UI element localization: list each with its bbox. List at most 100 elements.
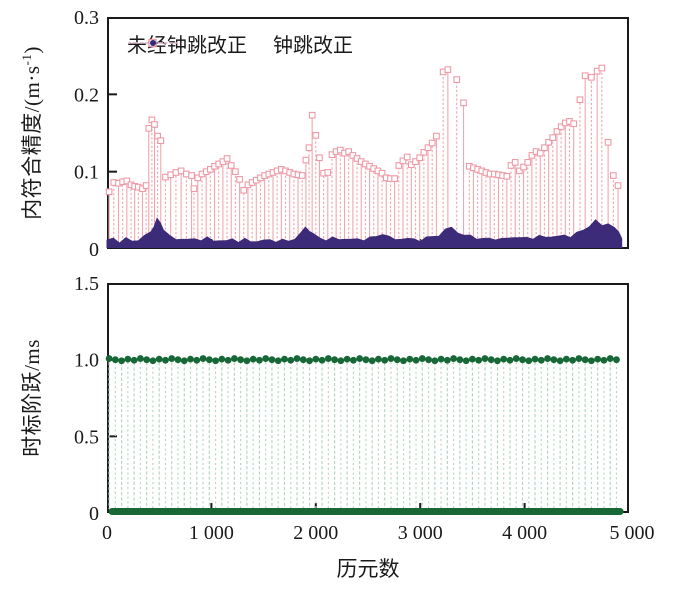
timestep-dot xyxy=(606,355,614,362)
uncorrected-square-marker xyxy=(420,148,428,156)
timestep-dot xyxy=(418,355,426,362)
uncorrected-square-marker xyxy=(227,162,235,169)
timestep-dot xyxy=(569,356,577,364)
timestep-dot xyxy=(537,356,545,364)
timestep-dot xyxy=(487,356,495,364)
uncorrected-square-marker xyxy=(453,76,461,83)
timestep-dot xyxy=(400,357,407,365)
timestep-dot xyxy=(143,356,151,364)
timestep-dot xyxy=(494,357,501,365)
x-tick-label: 0 xyxy=(102,522,112,544)
timestep-dot xyxy=(274,357,282,365)
bottom-y-axis-label: 时标阶跃/ms xyxy=(20,339,44,457)
uncorrected-square-marker xyxy=(598,64,606,72)
timestep-dot xyxy=(475,356,483,364)
uncorrected-square-marker xyxy=(511,159,519,166)
uncorrected-square-marker xyxy=(395,162,403,169)
uncorrected-square-marker xyxy=(399,157,407,165)
timestep-dot xyxy=(155,355,163,363)
timestep-dot xyxy=(218,355,226,363)
timestep-dot xyxy=(556,357,564,365)
timestep-dot xyxy=(193,356,201,364)
top-y-axis-label-suffix: ) xyxy=(20,46,44,54)
legend-label-uncorrected: 未经钟跳改正 xyxy=(127,35,247,57)
x-tick-label: 1 000 xyxy=(189,522,234,544)
x-tick-label: 4 000 xyxy=(502,522,547,544)
legend-label-corrected: 钟跳改正 xyxy=(273,35,353,57)
uncorrected-square-marker xyxy=(433,132,440,140)
timestep-dot xyxy=(600,356,608,364)
uncorrected-square-marker xyxy=(223,155,231,162)
uncorrected-square-marker xyxy=(305,144,313,152)
timestep-dot xyxy=(381,356,389,364)
timestep-dot xyxy=(149,357,157,365)
timestep-dot xyxy=(262,355,270,362)
timestep-dot xyxy=(588,357,595,365)
uncorrected-square-marker xyxy=(528,152,536,159)
timestep-dot xyxy=(362,356,370,364)
uncorrected-square-marker xyxy=(609,172,617,179)
timestep-dot xyxy=(249,355,257,363)
timestep-dot xyxy=(462,357,470,365)
y-tick-label: 0.5 xyxy=(74,426,99,448)
uncorrected-square-marker xyxy=(312,131,320,139)
uncorrected-square-marker xyxy=(541,144,548,152)
uncorrected-square-marker xyxy=(581,72,589,80)
timestep-dot xyxy=(387,355,395,362)
uncorrected-square-marker xyxy=(194,174,202,182)
timestep-dot xyxy=(456,356,464,364)
timestep-dot xyxy=(199,355,207,362)
x-tick-label: 5 000 xyxy=(610,522,655,544)
timestep-dot xyxy=(331,356,338,364)
timestep-dot xyxy=(162,356,169,364)
uncorrected-series xyxy=(105,64,622,247)
timestep-dot xyxy=(519,356,526,364)
uncorrected-square-marker xyxy=(549,134,557,141)
timestep-dot xyxy=(575,355,583,362)
timestep-dot xyxy=(550,356,558,364)
timestep-dot xyxy=(450,355,458,362)
timestep-dot xyxy=(343,355,351,363)
timestep-dot xyxy=(349,356,357,364)
uncorrected-square-marker xyxy=(416,154,424,162)
x-axis-label: 历元数 xyxy=(336,557,400,581)
top-panel: 0 0.1 0.2 0.3 xyxy=(74,7,629,261)
uncorrected-square-marker xyxy=(157,137,165,145)
uncorrected-square-marker xyxy=(553,128,561,135)
uncorrected-square-marker xyxy=(557,123,565,131)
timestep-dot xyxy=(368,357,376,365)
timestep-dot xyxy=(500,355,508,363)
uncorrected-square-marker xyxy=(391,175,398,182)
legend-item-corrected: 钟跳改正 xyxy=(128,35,353,57)
top-y-axis-label-sup: -1 xyxy=(19,53,34,66)
timestep-dot xyxy=(306,357,313,365)
x-tick-label: 3 000 xyxy=(398,522,443,544)
uncorrected-square-marker xyxy=(588,73,595,81)
uncorrected-square-marker xyxy=(308,111,316,119)
uncorrected-square-marker xyxy=(142,182,150,189)
timestep-dot xyxy=(180,357,188,365)
timestep-dot xyxy=(594,355,602,363)
timestep-dot xyxy=(437,355,445,363)
timestep-dot xyxy=(375,355,382,363)
timestep-dot xyxy=(562,355,570,363)
timestep-dot xyxy=(205,356,213,364)
uncorrected-square-marker xyxy=(302,156,310,164)
uncorrected-square-marker xyxy=(524,159,532,166)
timestep-dot xyxy=(544,355,551,362)
top-y-axis-label-text: 内符合精度/(m·s xyxy=(20,65,44,220)
uncorrected-square-marker xyxy=(503,172,511,180)
uncorrected-square-marker xyxy=(123,177,131,185)
uncorrected-square-marker xyxy=(576,96,584,104)
timestep-series xyxy=(105,355,624,515)
timestep-dot xyxy=(337,357,345,365)
timestep-dot xyxy=(130,356,138,364)
uncorrected-square-marker xyxy=(324,169,332,176)
timestep-dot xyxy=(431,357,439,365)
timestep-dot xyxy=(393,356,401,364)
timestep-dot xyxy=(124,355,132,363)
y-tick-label: 0 xyxy=(89,239,99,261)
y-tick-label: 1.5 xyxy=(74,273,99,295)
uncorrected-square-marker xyxy=(316,154,323,162)
